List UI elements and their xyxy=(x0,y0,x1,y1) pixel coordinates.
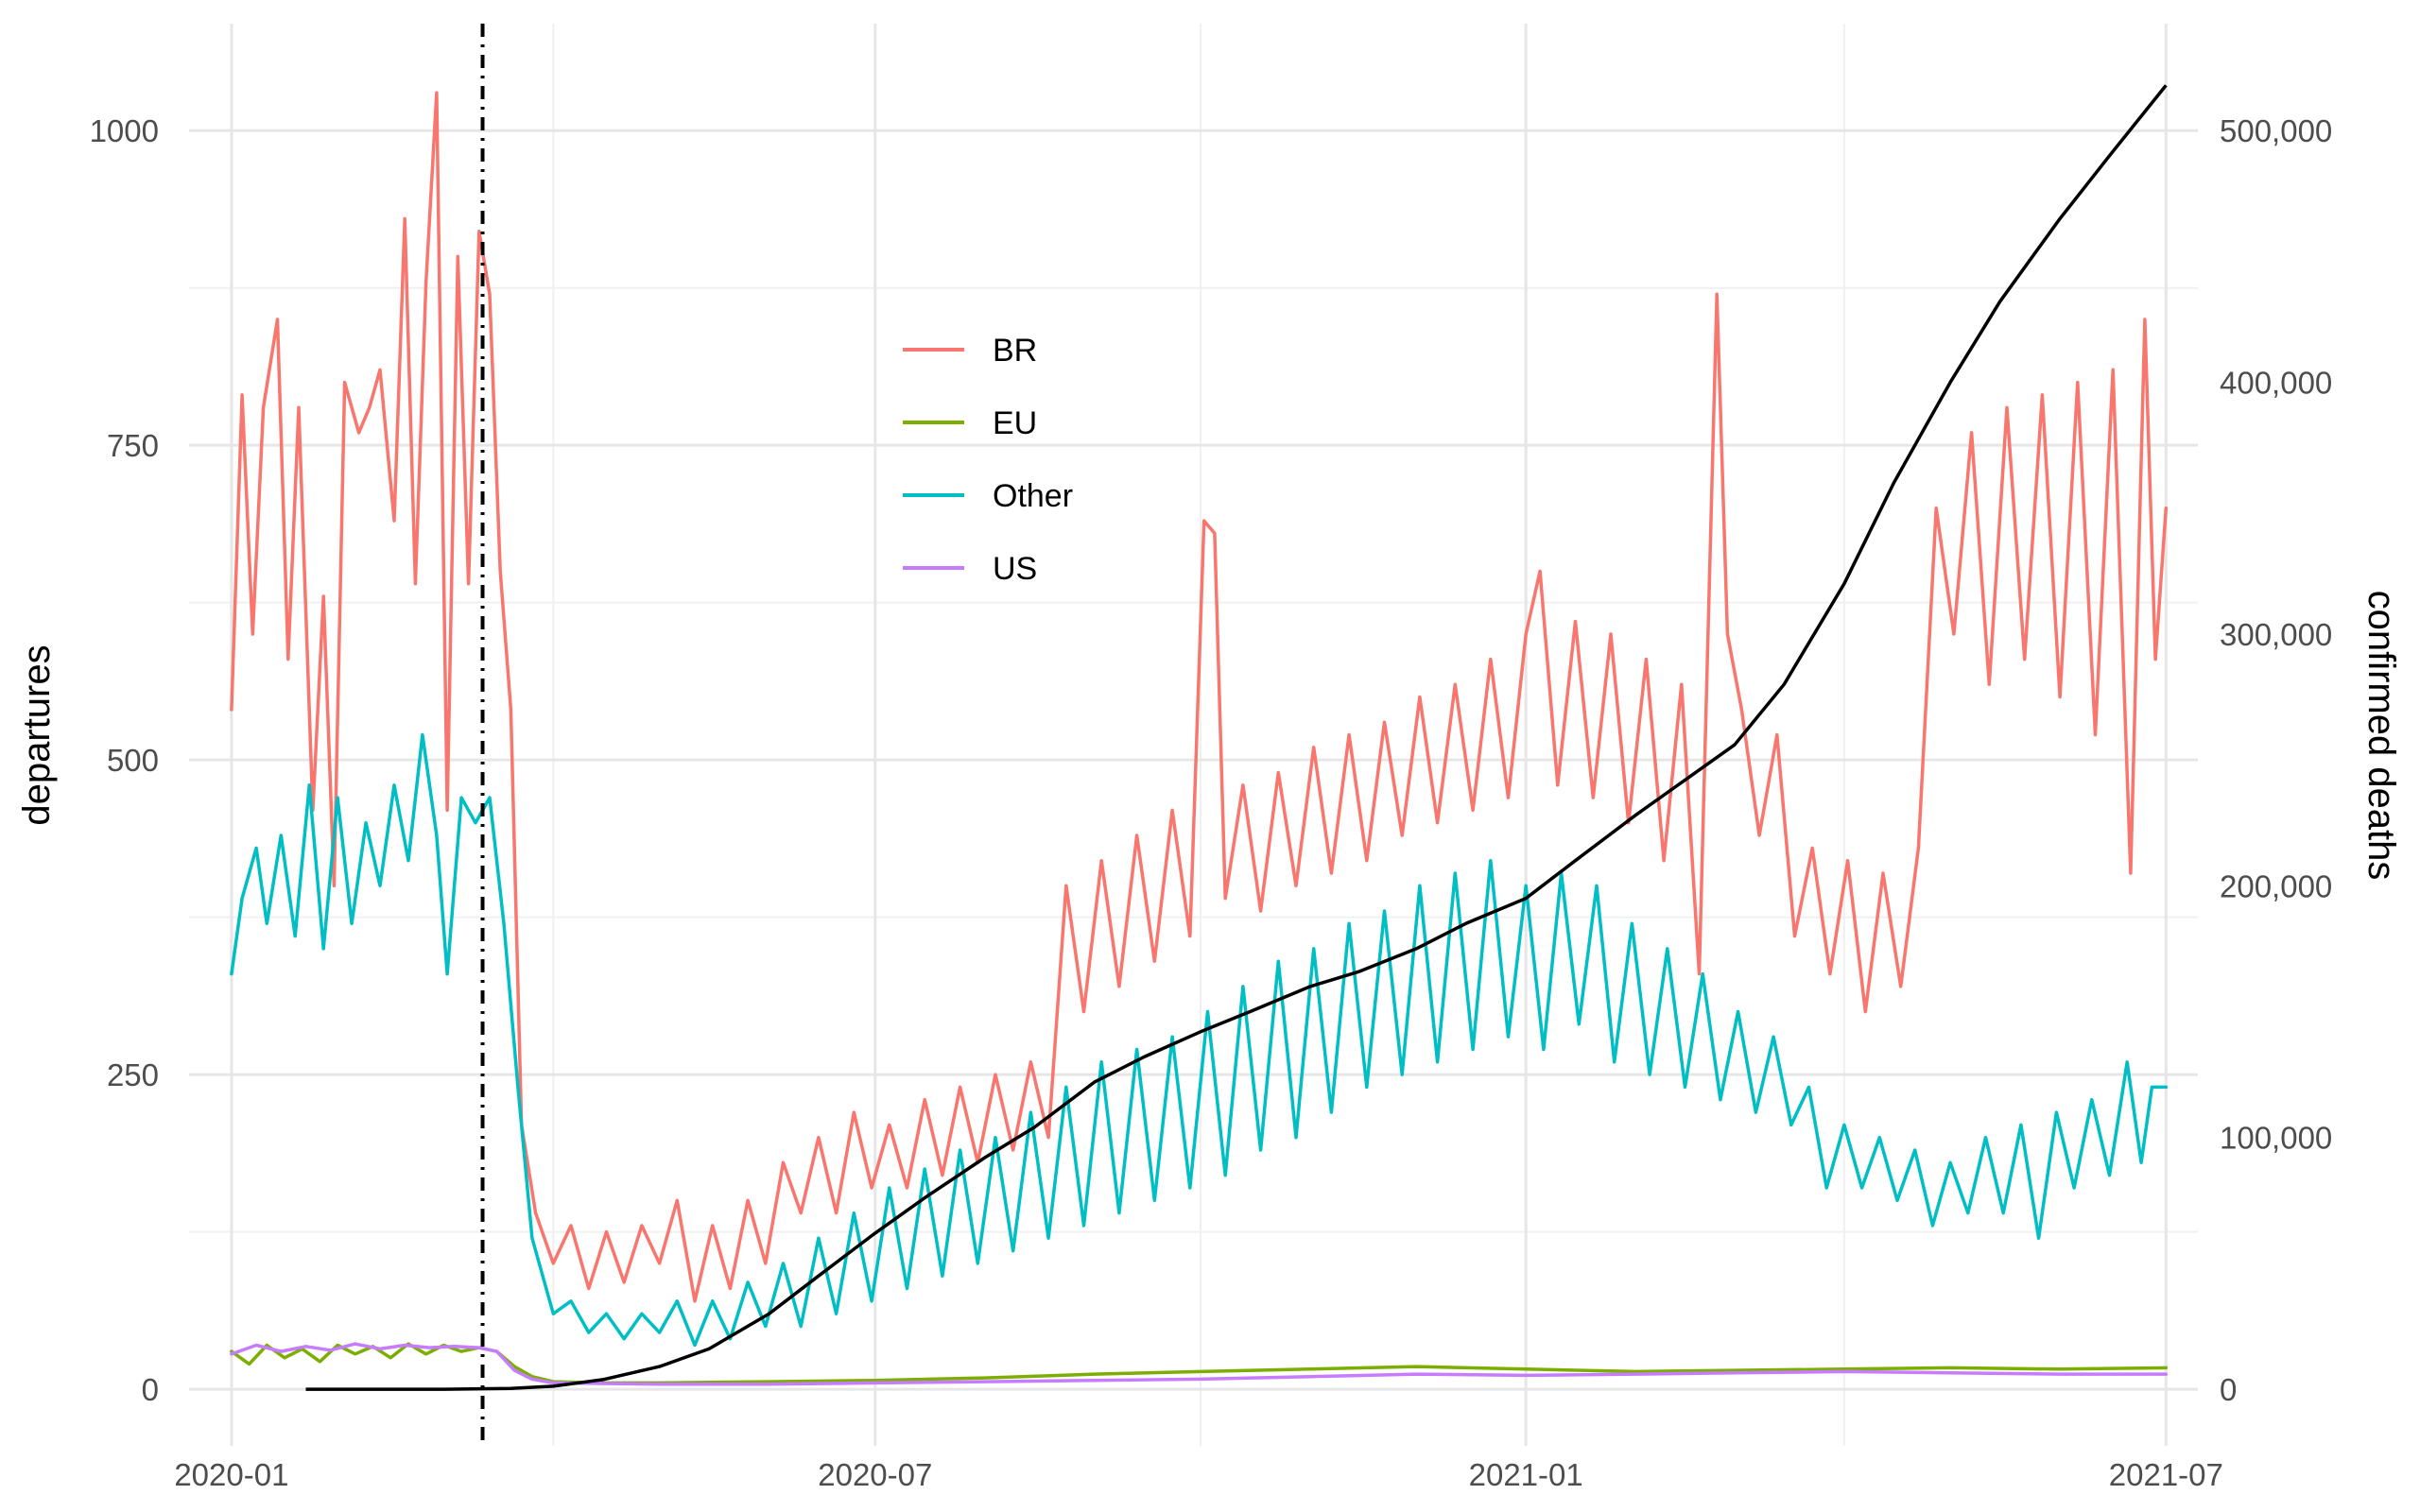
y2-axis-title: confirmed deaths xyxy=(2360,591,2402,881)
axes: departures confirmed deaths 0 250 500 750 10… xyxy=(16,113,2402,1492)
legend: BR EU Other US xyxy=(903,333,1073,587)
y2-tick-label: 400,000 xyxy=(2220,366,2332,401)
series-line-other xyxy=(230,732,2169,1348)
series-line-confirmed-deaths xyxy=(305,84,2168,1391)
grid xyxy=(189,24,2198,1446)
x-tick-label: 2020-01 xyxy=(174,1457,288,1492)
y-tick-label: 0 xyxy=(142,1372,159,1407)
y-tick-label: 1000 xyxy=(90,113,159,148)
x-tick-label: 2021-07 xyxy=(2109,1457,2223,1492)
y2-tick-label: 500,000 xyxy=(2220,113,2332,148)
y2-tick-label: 0 xyxy=(2220,1372,2237,1407)
y2-tick-label: 300,000 xyxy=(2220,617,2332,652)
series-line-us xyxy=(230,1342,2169,1386)
legend-label-us: US xyxy=(993,551,1037,587)
series-line-eu xyxy=(230,1342,2169,1385)
x-tick-label: 2020-07 xyxy=(818,1457,932,1492)
legend-label-br: BR xyxy=(993,333,1037,369)
plot-area xyxy=(230,24,2169,1446)
y-tick-label: 750 xyxy=(107,428,159,463)
legend-label-other: Other xyxy=(993,478,1073,514)
y2-tick-label: 100,000 xyxy=(2220,1121,2332,1156)
y-tick-label: 500 xyxy=(107,743,159,778)
y-tick-label: 250 xyxy=(107,1057,159,1092)
legend-label-eu: EU xyxy=(993,405,1037,441)
y-axis-title: departures xyxy=(16,644,58,825)
x-tick-label: 2021-01 xyxy=(1469,1457,1583,1492)
y2-tick-label: 200,000 xyxy=(2220,868,2332,903)
series-line-br xyxy=(230,91,2169,1303)
